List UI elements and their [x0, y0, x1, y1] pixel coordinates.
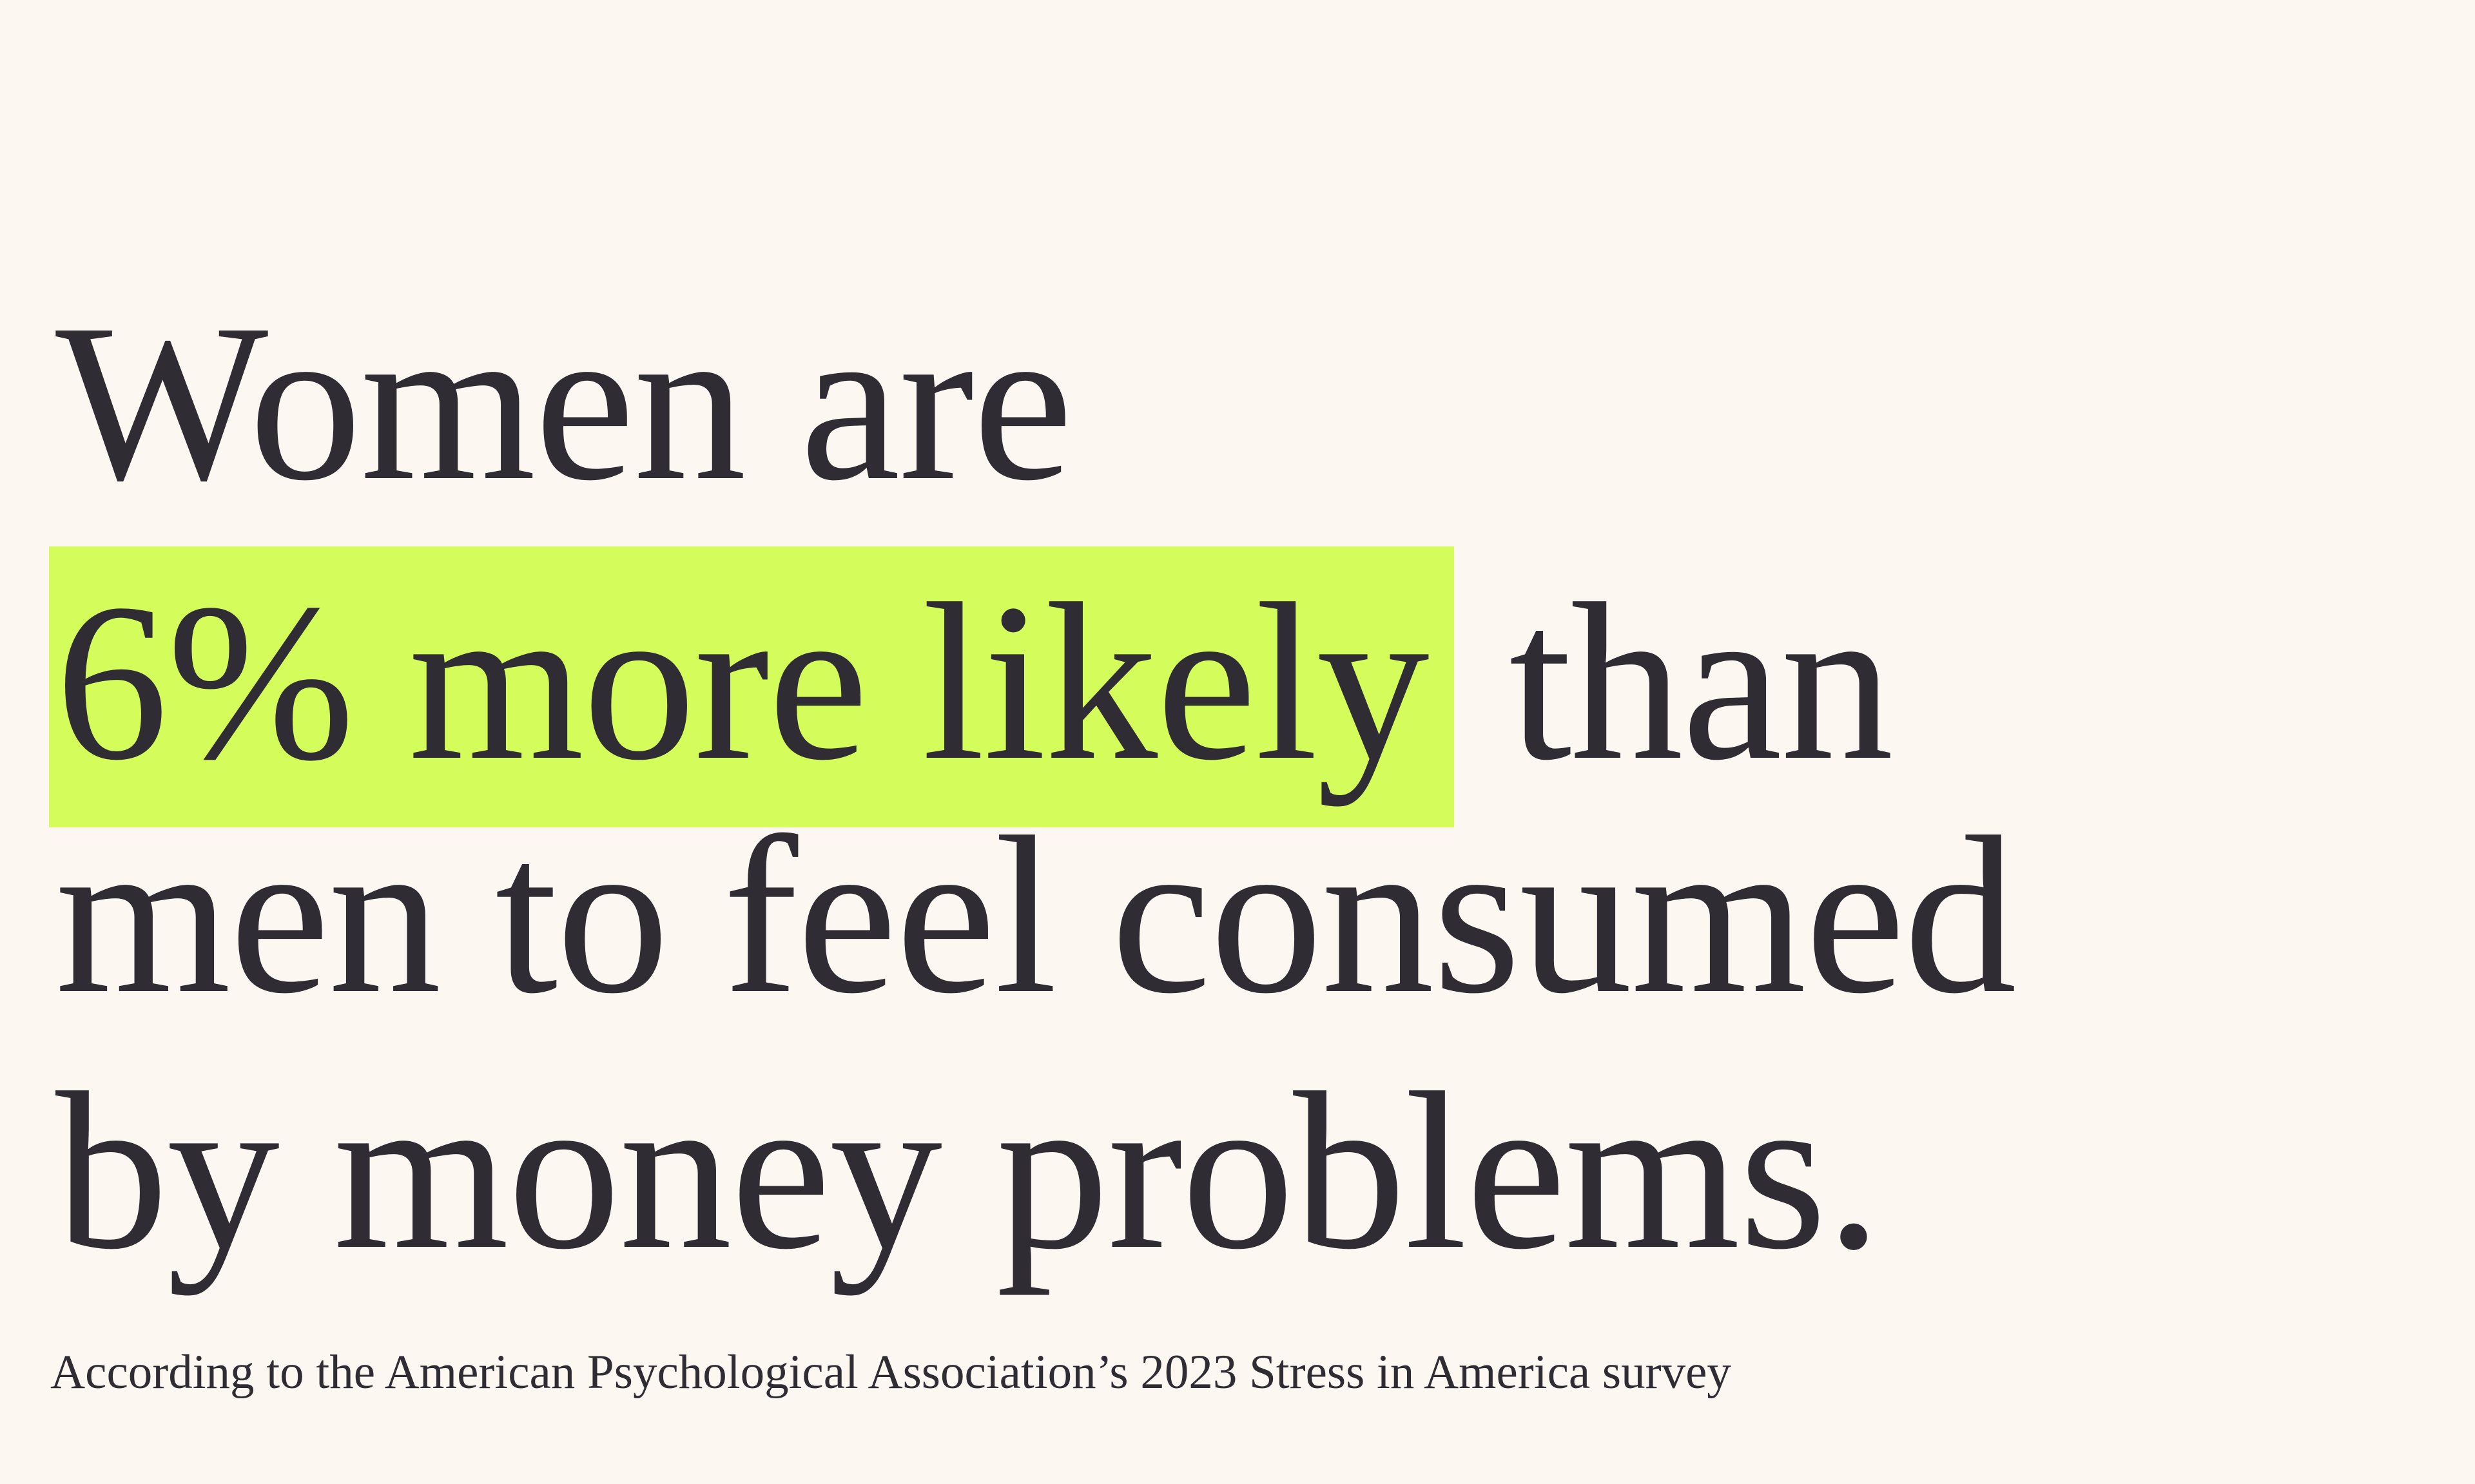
- headline-line: men to feel consumed: [55, 790, 2017, 1040]
- headline-line: by money problems.: [55, 1046, 1882, 1296]
- source-note: According to the American Psychological …: [50, 1345, 1731, 1399]
- headline-line: Women are: [55, 277, 1073, 527]
- headline-text: than: [1509, 557, 1894, 807]
- headline-line: 6% more likely than: [49, 546, 1894, 827]
- highlight: 6% more likely: [49, 546, 1454, 827]
